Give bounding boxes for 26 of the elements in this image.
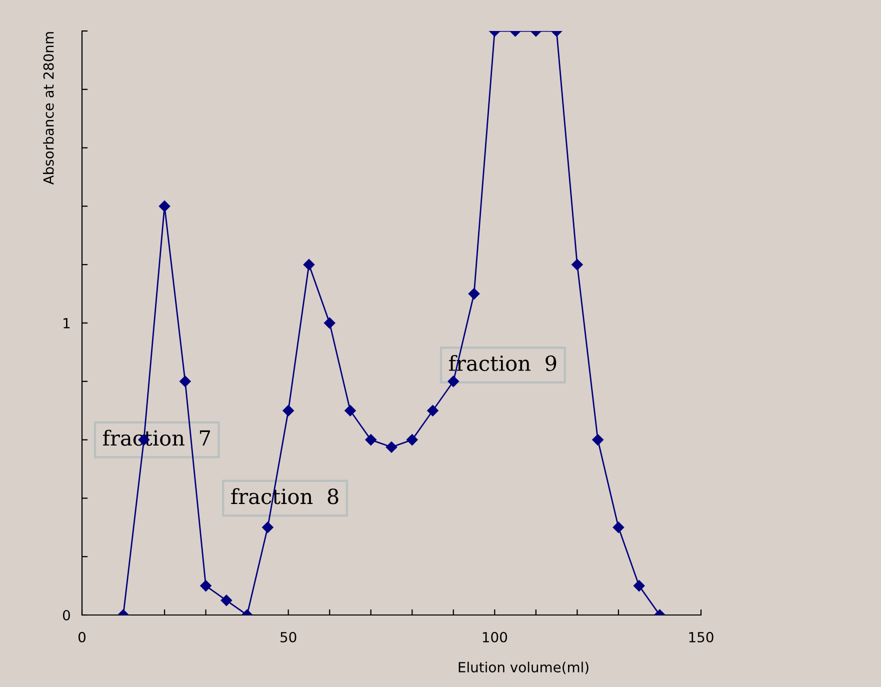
point	[262, 522, 274, 534]
point	[572, 258, 583, 270]
y-tick-label: 1	[64, 318, 70, 328]
x-tick-label: 50	[280, 632, 296, 642]
x-tick-label: 0	[78, 632, 86, 642]
point	[158, 200, 170, 212]
point	[180, 376, 191, 388]
point	[365, 434, 376, 446]
point	[468, 288, 480, 300]
x-tick-label: 100	[482, 632, 507, 642]
x-axis-title: Elution volume(ml)	[458, 662, 588, 674]
point	[200, 580, 212, 592]
point	[282, 404, 294, 416]
x-tick-label: 150	[689, 632, 714, 642]
y-axis-title: Absorbance at 280nm	[43, 32, 54, 185]
point	[633, 580, 645, 592]
point	[220, 594, 232, 606]
point	[612, 522, 624, 534]
point	[386, 441, 398, 453]
point	[344, 404, 356, 416]
point	[427, 404, 438, 416]
point	[324, 317, 336, 329]
point	[406, 434, 418, 446]
point	[448, 376, 460, 388]
point	[592, 434, 604, 446]
point	[303, 258, 315, 270]
